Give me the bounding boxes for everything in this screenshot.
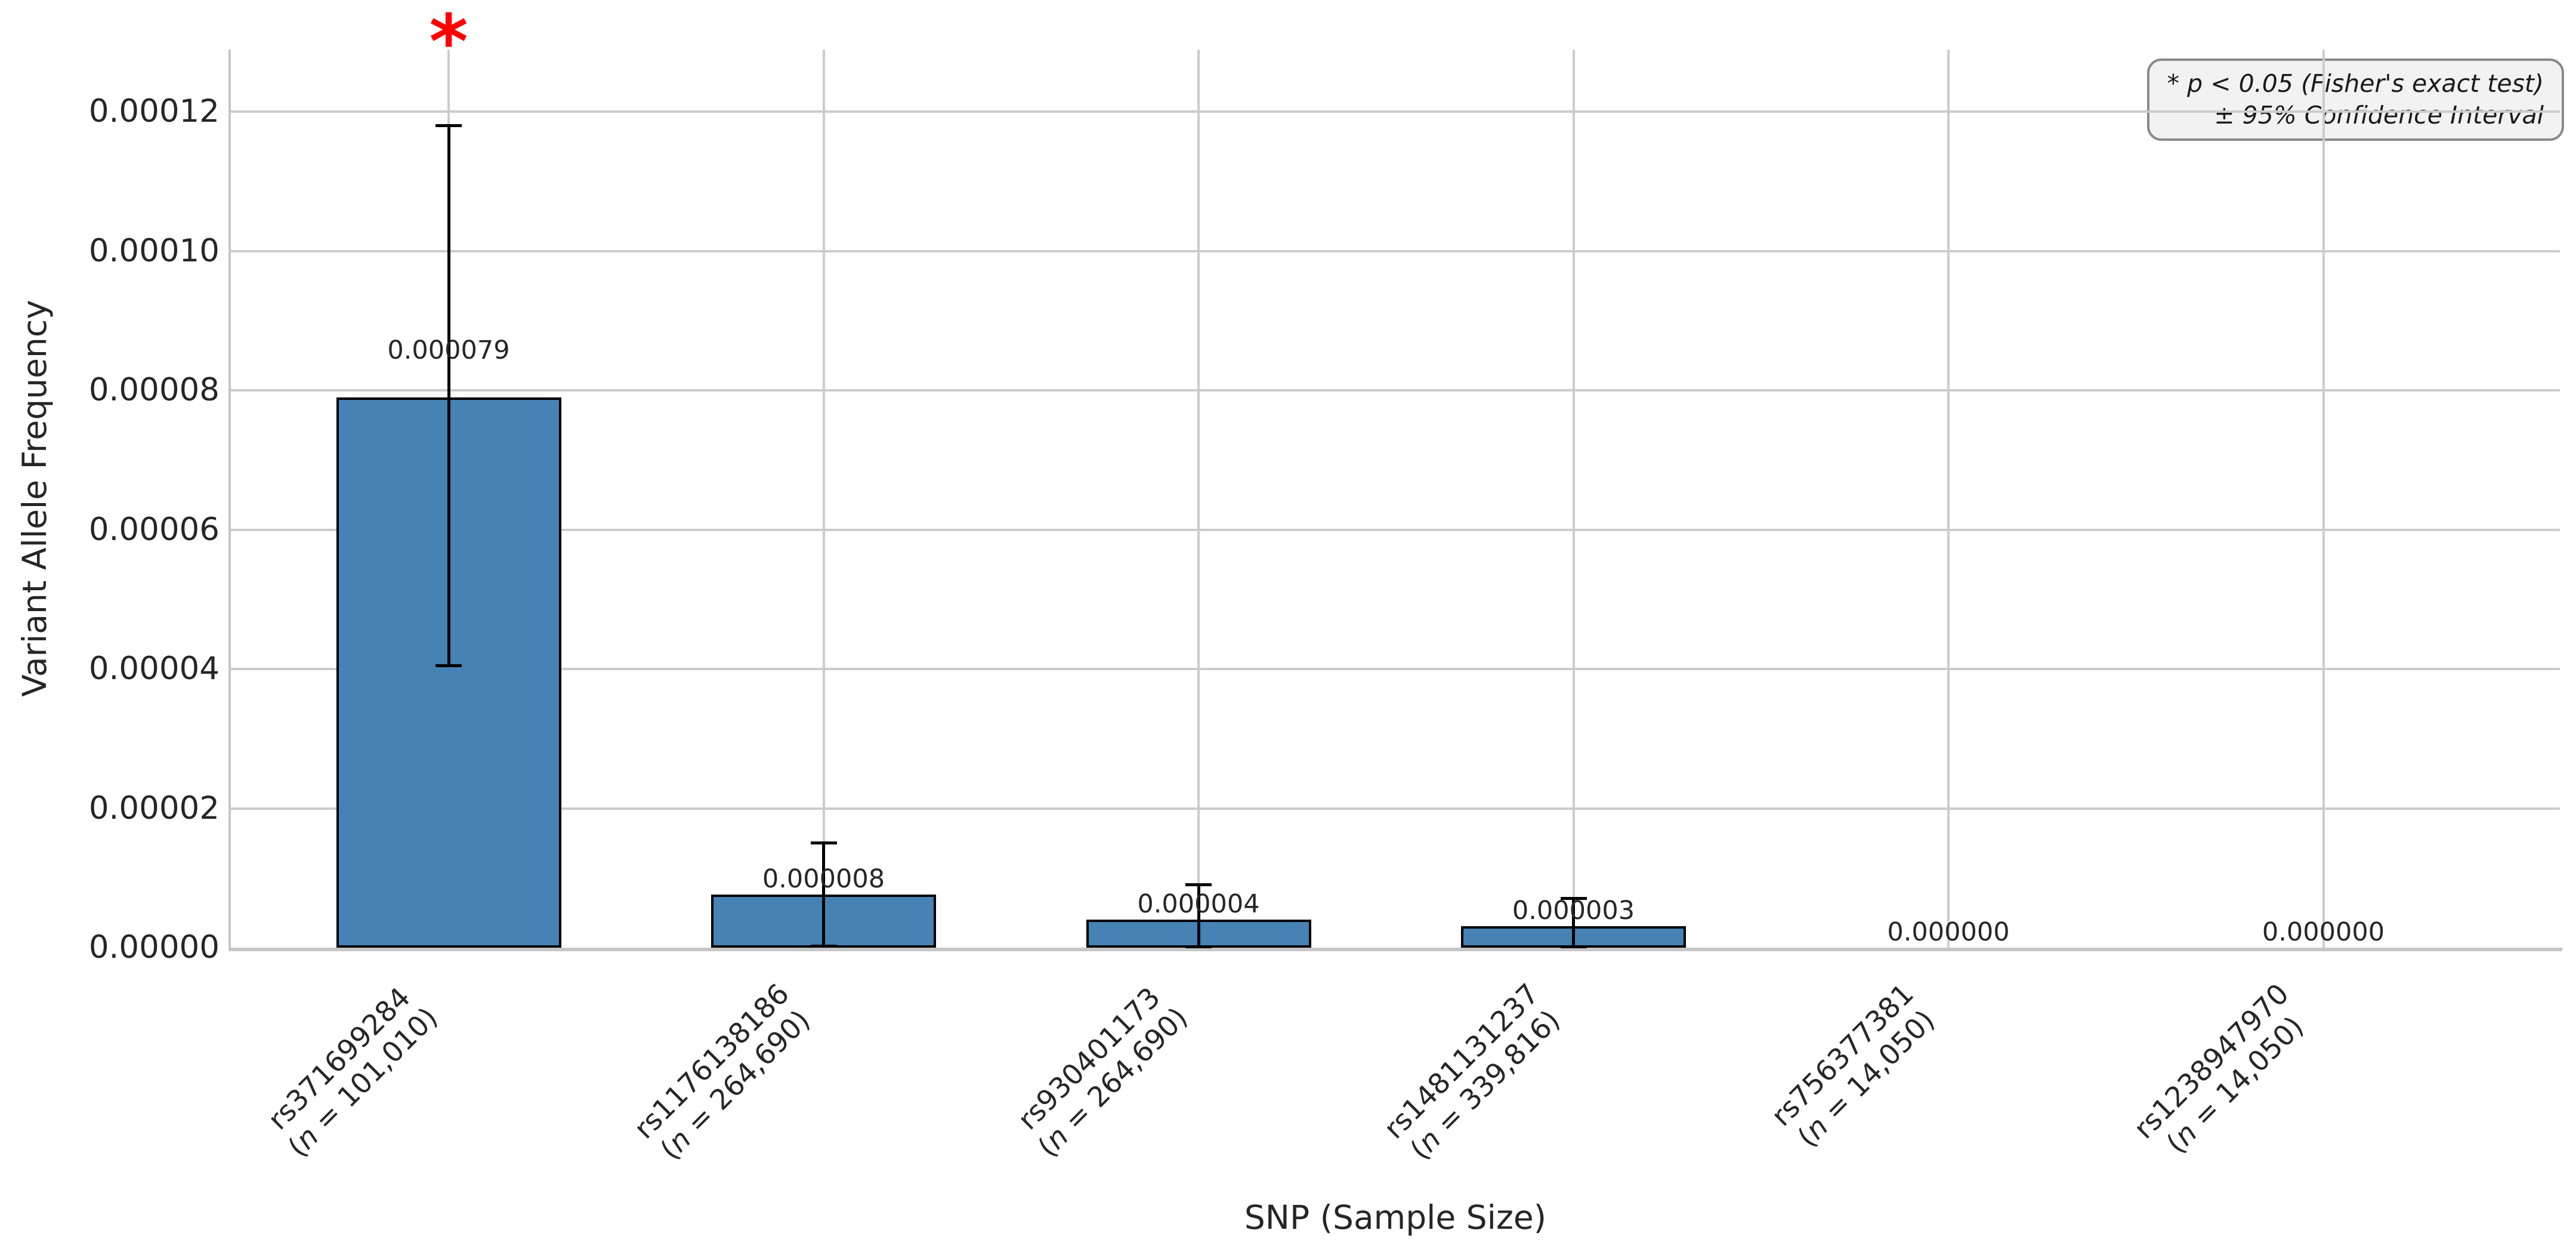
error-bar [1572,898,1575,947]
x-tick-label: rs371699284 (n = 101,010) [258,978,445,1164]
error-bar-cap [1560,896,1587,900]
x-tick-label: rs756377381 (n = 14,050) [1765,978,1944,1157]
y-gridline [231,110,2560,113]
y-tick-label: 0.00012 [88,93,220,130]
x-gridline [1572,50,1575,948]
x-gridline [2322,50,2325,948]
error-bar-cap [810,945,837,948]
error-bar [447,125,450,666]
error-bar [822,843,825,946]
left-spine [228,50,231,951]
x-tick-label: rs1176138186 (n = 264,690) [628,978,820,1170]
y-gridline [231,249,2560,252]
bottom-spine [228,948,2562,951]
bar-value-label: 0.000000 [2262,917,2385,947]
x-gridline [822,50,825,948]
y-tick-label: 0.00000 [88,929,220,966]
error-bar-cap [1185,945,1212,949]
x-tick-label: rs1481131237 (n = 339,816) [1377,978,1570,1170]
x-axis-title: SNP (Sample Size) [1244,1198,1547,1237]
y-gridline [231,668,2560,670]
y-tick-label: 0.00010 [88,232,220,269]
y-gridline [231,389,2560,391]
x-gridline [1197,50,1200,948]
bar-value-label: 0.000000 [1887,917,2010,947]
bar-value-label: 0.000008 [762,864,885,895]
y-axis-title: Variant Allele Frequency [16,300,54,697]
error-bar [1197,884,1200,947]
error-bar-cap [435,664,462,667]
bar-value-label: 0.000079 [387,335,510,365]
y-tick-label: 0.00008 [88,372,220,408]
legend-box: * p < 0.05 (Fisher's exact test) ± 95% C… [2146,58,2564,141]
y-gridline [231,807,2560,810]
legend-line-ci: ± 95% Confidence Interval [2214,101,2544,130]
x-tick-label: rs1238947970 (n = 14,050) [2127,978,2319,1170]
y-tick-label: 0.00004 [88,650,220,687]
error-bar-cap [810,841,837,845]
error-bar-cap [1560,945,1587,949]
y-tick-label: 0.00002 [88,790,220,827]
y-tick-label: 0.00006 [88,511,220,548]
bar-value-label: 0.000003 [1512,895,1635,926]
y-gridline [231,528,2560,531]
bar-value-label: 0.000004 [1137,889,1260,920]
significance-asterisk: * [429,0,468,85]
error-bar-cap [1185,883,1212,887]
error-bar-cap [435,124,462,127]
x-tick-label: rs930401173 (n = 264,690) [1008,978,1195,1164]
x-gridline [1947,50,1950,948]
legend-line-significance: * p < 0.05 (Fisher's exact test) [2167,69,2544,98]
